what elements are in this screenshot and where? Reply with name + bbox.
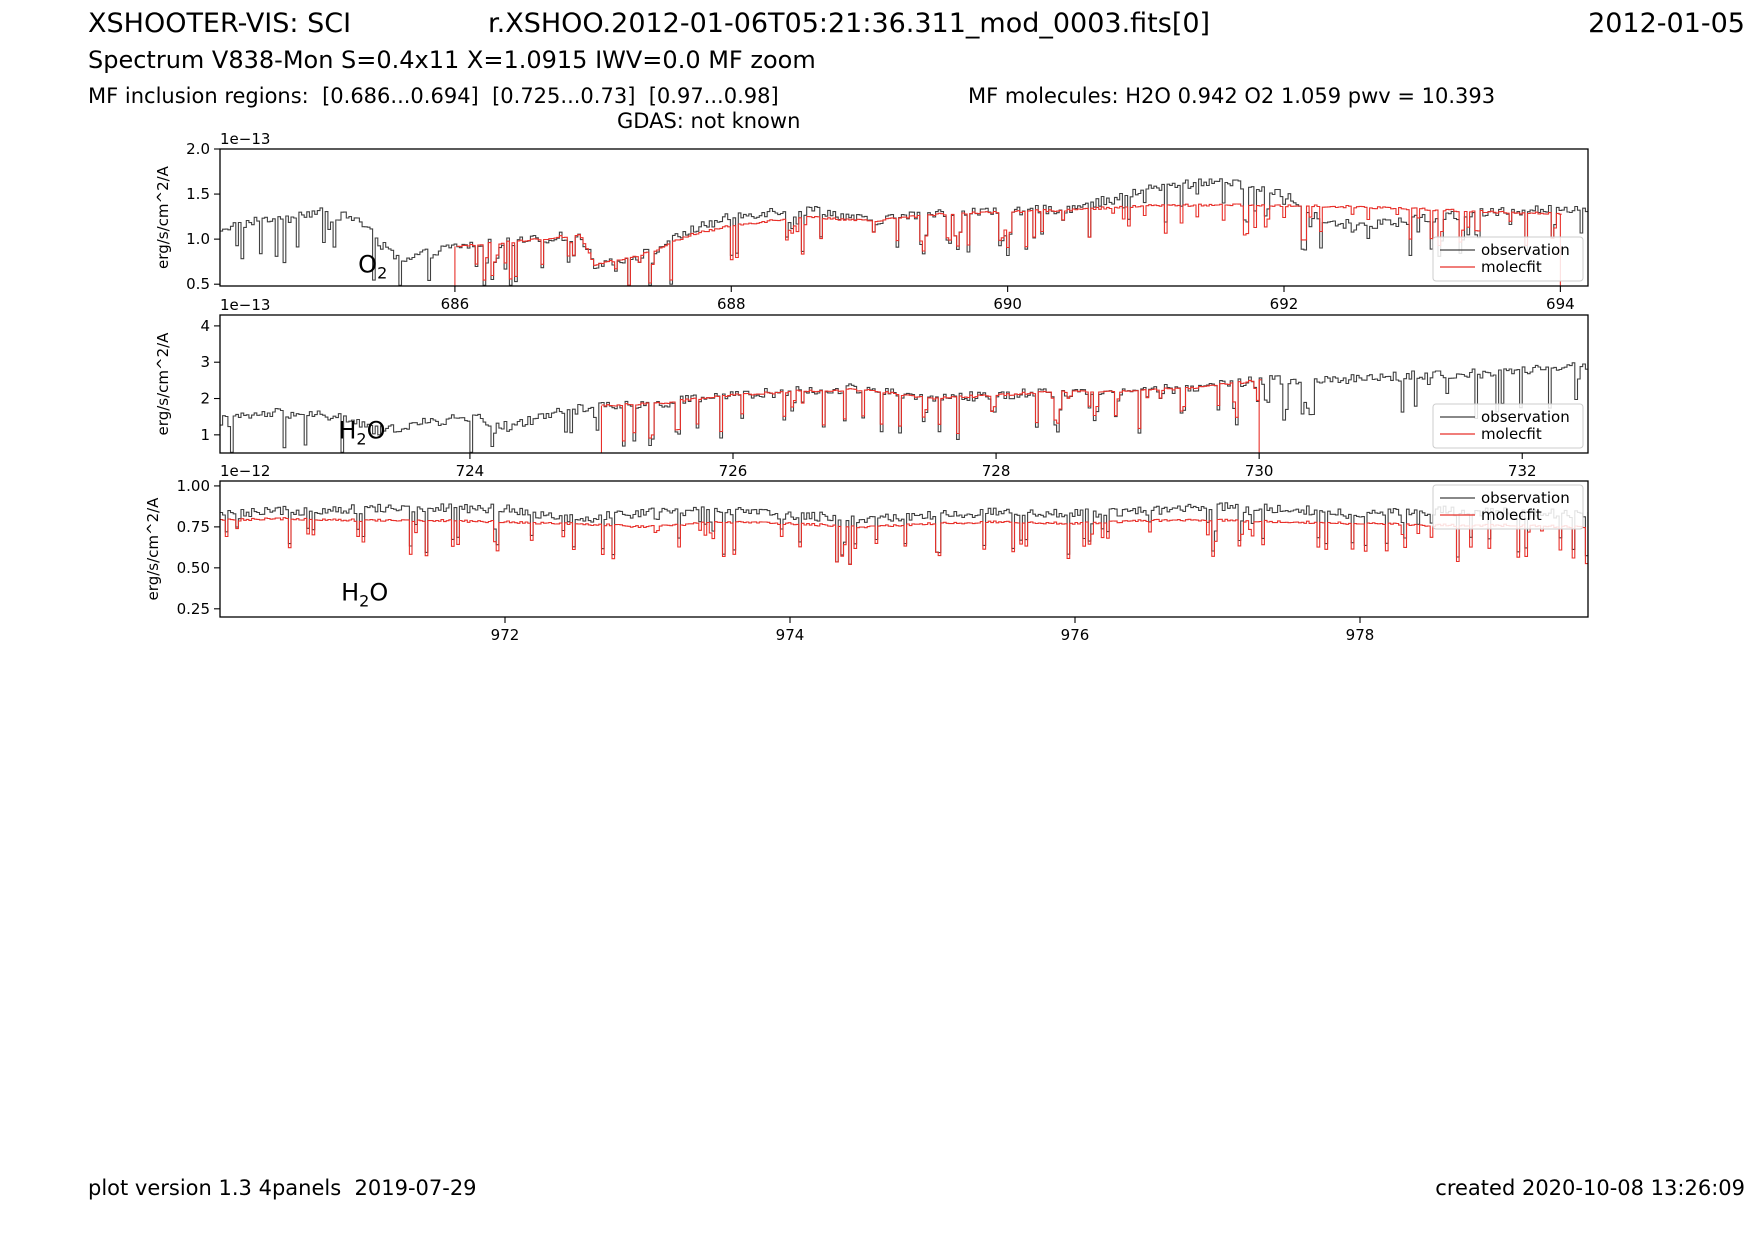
x-tick-label: 692: [1270, 295, 1299, 313]
molecule-annotation: H2O: [338, 416, 385, 448]
y-tick-label: 1.0: [186, 230, 210, 248]
title-right: 2012-01-05: [1588, 8, 1745, 39]
footer-version: plot version 1.3 4panels 2019-07-29: [88, 1176, 477, 1200]
x-tick-label: 976: [1061, 626, 1090, 644]
x-tick-label: 726: [719, 462, 748, 480]
molecules-info: MF molecules: H2O 0.942 O2 1.059 pwv = 1…: [968, 84, 1496, 108]
molecule-annotation: O2: [358, 250, 387, 282]
y-tick-label: 0.75: [177, 518, 210, 536]
title-left: XSHOOTER-VIS: SCI: [88, 8, 352, 39]
y-tick-label: 0.25: [177, 600, 210, 618]
y-scale-label: 1e−12: [220, 462, 270, 480]
molecfit-line: [601, 379, 1262, 442]
y-tick-label: 3: [200, 353, 210, 371]
panel-3: 972 974 976 978 0.25 0.50 0.75 1.00 1e−12 erg/s/c…: [144, 462, 1589, 644]
y-tick-label: 2: [200, 390, 210, 408]
x-tick-label: 728: [982, 462, 1011, 480]
panel-1: 686 688 690 692 694 0.5 1.0 1.5 2.0 1e−13 erg/s/cm…: [154, 130, 1589, 313]
y-axis-label: erg/s/cm^2/A: [154, 165, 172, 269]
y-tick-label: 4: [200, 317, 210, 335]
molecfit-line: [220, 517, 1588, 566]
x-tick-label: 724: [456, 462, 485, 480]
panel-frame: [219, 314, 1589, 454]
title-center: r.XSHOO.2012-01-06T05:21:36.311_mod_0003…: [488, 8, 1211, 39]
x-tick-label: 694: [1546, 295, 1575, 313]
x-tick-label: 690: [993, 295, 1022, 313]
legend-entry-molecfit: molecfit: [1481, 425, 1542, 443]
y-axis-label: erg/s/cm^2/A: [154, 332, 172, 436]
subtitle: Spectrum V838-Mon S=0.4x11 X=1.0915 IWV=…: [88, 46, 816, 74]
y-scale-label: 1e−13: [220, 130, 270, 148]
legend-entry-observation: observation: [1481, 489, 1570, 507]
y-tick-label: 0.50: [177, 559, 210, 577]
observation-line: [220, 178, 1588, 286]
y-tick-label: 2.0: [186, 140, 210, 158]
y-axis-label: erg/s/cm^2/A: [144, 497, 162, 601]
legend-entry-molecfit: molecfit: [1481, 258, 1542, 276]
y-tick-label: 0.5: [186, 275, 210, 293]
gdas-info: GDAS: not known: [617, 109, 801, 133]
legend-entry-molecfit: molecfit: [1481, 506, 1542, 524]
legend-entry-observation: observation: [1481, 408, 1570, 426]
x-tick-label: 732: [1508, 462, 1537, 480]
footer-created: created 2020-10-08 13:26:09: [1435, 1176, 1745, 1200]
y-tick-label: 1: [200, 426, 210, 444]
panel-frame: [219, 148, 1589, 287]
molecfit-line: [456, 203, 1562, 286]
x-tick-label: 730: [1245, 462, 1274, 480]
observation-line: [220, 361, 1588, 453]
y-scale-label: 1e−13: [220, 296, 270, 314]
legend-entry-observation: observation: [1481, 241, 1570, 259]
x-tick-label: 688: [717, 295, 746, 313]
x-tick-label: 972: [491, 626, 520, 644]
y-tick-label: 1.5: [186, 185, 210, 203]
panel-2: 724 726 728 730 732 1 2 3 4 1e−13 erg/s/cm^2/A H2O o…: [154, 296, 1589, 480]
x-tick-label: 686: [441, 295, 470, 313]
panel-frame: [219, 480, 1589, 618]
x-tick-label: 974: [776, 626, 805, 644]
x-tick-label: 978: [1346, 626, 1375, 644]
molecule-annotation: H2O: [341, 579, 388, 611]
inclusion-regions: MF inclusion regions: [0.686...0.694] [0…: [88, 84, 779, 108]
y-tick-label: 1.00: [177, 477, 210, 495]
